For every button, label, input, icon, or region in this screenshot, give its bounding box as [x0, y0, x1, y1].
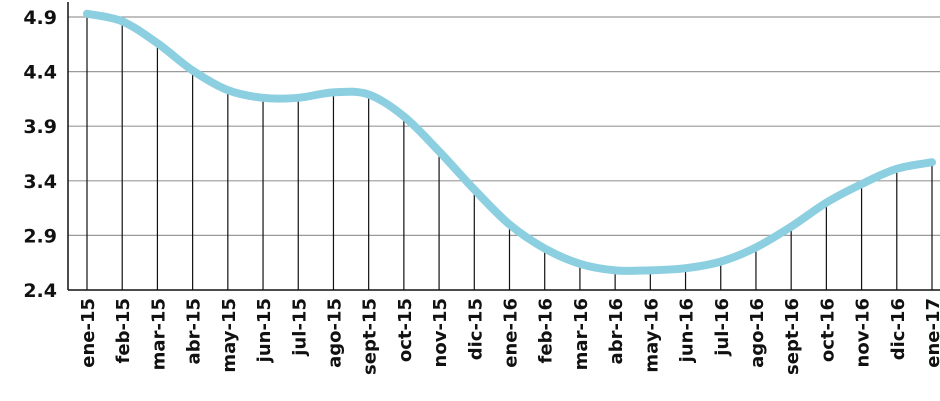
- data-point: [685, 267, 687, 269]
- x-tick-label: jun-15: [254, 298, 275, 363]
- data-point: [931, 161, 933, 163]
- x-tick-label: jul-15: [289, 298, 310, 357]
- data-point: [262, 97, 264, 99]
- data-point: [368, 94, 370, 96]
- data-point: [720, 261, 722, 263]
- data-point: [861, 183, 863, 185]
- data-point: [227, 89, 229, 91]
- y-tick-label: 4.9: [23, 7, 57, 29]
- x-tick-label: ene-17: [923, 298, 940, 368]
- y-tick-label: 3.9: [23, 116, 57, 138]
- x-tick-label: oct-16: [817, 298, 838, 362]
- x-tick-label: mar-16: [571, 298, 592, 370]
- grid-lines: [68, 16, 940, 236]
- data-point: [544, 248, 546, 250]
- data-point: [579, 263, 581, 265]
- data-point: [86, 13, 88, 15]
- x-tick-label: sept-15: [360, 298, 381, 375]
- x-tick-label: jul-16: [712, 298, 733, 357]
- data-point: [896, 168, 898, 170]
- data-point: [509, 223, 510, 225]
- y-tick-label: 2.9: [23, 225, 57, 247]
- x-tick-label: abr-15: [184, 298, 205, 364]
- x-tick-label: jun-16: [677, 298, 698, 363]
- x-tick-label: oct-15: [395, 298, 416, 362]
- data-point: [825, 202, 827, 204]
- y-tick-label: 2.4: [23, 280, 57, 302]
- data-point: [297, 97, 299, 99]
- data-point: [156, 42, 158, 44]
- data-point: [790, 226, 792, 228]
- data-point: [192, 70, 194, 72]
- y-tick-label: 3.4: [23, 171, 57, 193]
- data-point: [121, 20, 123, 22]
- x-tick-label: feb-15: [113, 298, 134, 363]
- x-tick-label: dic-16: [888, 298, 909, 360]
- data-point: [473, 189, 475, 191]
- x-tick-label: nov-16: [853, 298, 874, 367]
- x-tick-label: may-16: [641, 298, 662, 373]
- x-tick-label: ago-15: [324, 298, 345, 368]
- x-tick-label: feb-16: [536, 298, 557, 363]
- drop-lines: [86, 13, 933, 290]
- data-point: [649, 269, 651, 271]
- x-tick-labels: ene-15 feb-15 mar-15 abr-15 may-15 jun-15 jul-…: [78, 298, 940, 375]
- series-layer: [83, 9, 936, 275]
- x-tick-label: ago-16: [747, 298, 768, 368]
- x-tick-label: dic-15: [465, 298, 486, 360]
- data-point: [614, 269, 616, 271]
- axes: [67, 2, 940, 291]
- y-tick-label: 4.4: [23, 62, 57, 84]
- x-tick-label: ene-15: [78, 298, 99, 368]
- x-tick-label: nov-15: [430, 298, 451, 367]
- data-point: [438, 150, 440, 152]
- x-tick-label: mar-15: [148, 298, 169, 370]
- data-point: [755, 246, 757, 248]
- x-tick-label: may-15: [219, 298, 240, 373]
- x-tick-label: sept-16: [782, 298, 803, 375]
- x-tick-label: abr-16: [606, 298, 627, 364]
- y-tick-labels: 4.9 4.4 3.9 3.4 2.9 2.4: [23, 7, 57, 302]
- data-point: [403, 115, 405, 117]
- x-tick-label: ene-16: [501, 298, 522, 368]
- data-point: [332, 91, 334, 93]
